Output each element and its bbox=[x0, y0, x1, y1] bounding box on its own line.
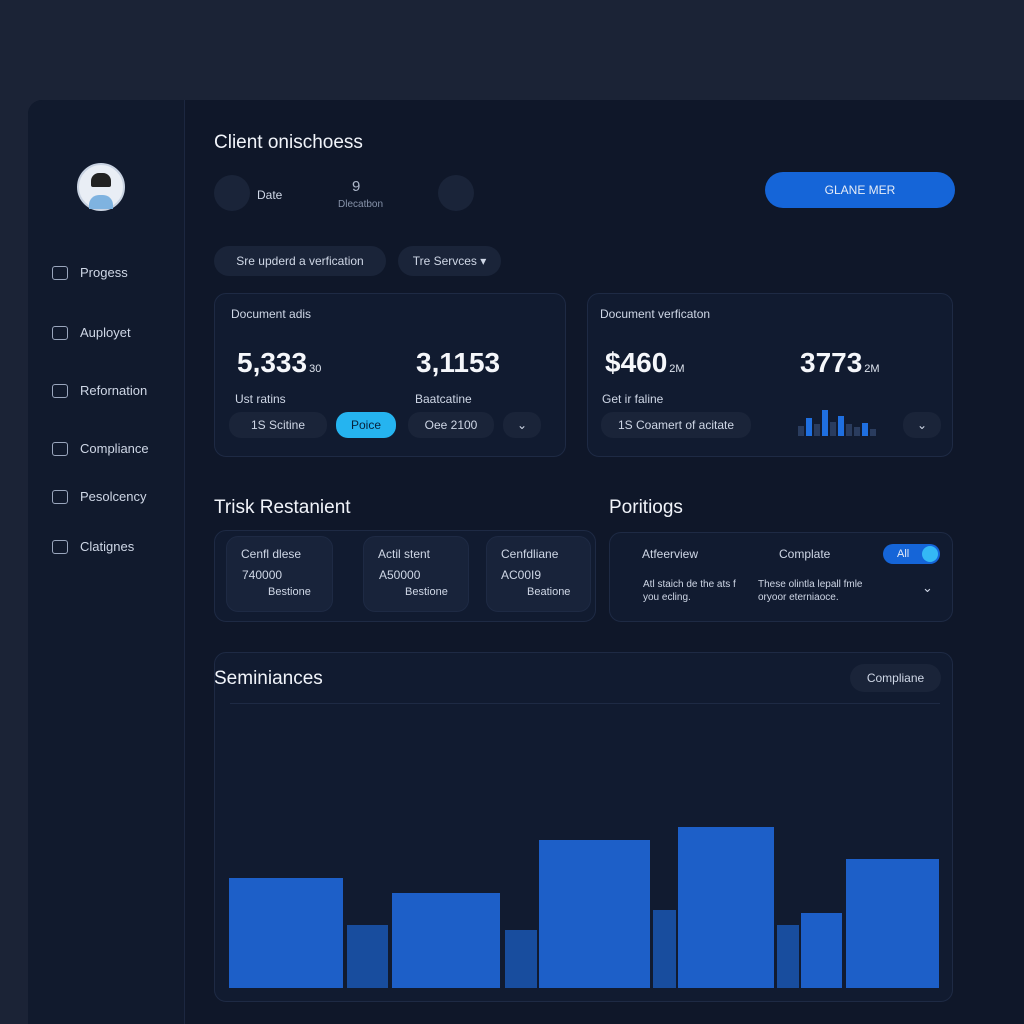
bar bbox=[678, 827, 774, 988]
note: These olintla lepall fmle oryoor eternia… bbox=[758, 579, 863, 603]
spark-bar bbox=[846, 424, 852, 436]
expand-button[interactable]: ⌄ bbox=[903, 412, 941, 438]
bar bbox=[505, 930, 537, 988]
bar bbox=[801, 913, 842, 988]
primary-button[interactable]: GLANE MER bbox=[765, 172, 955, 208]
nav-item[interactable]: Clatignes bbox=[52, 539, 134, 554]
chevron[interactable]: ⌄ bbox=[922, 580, 933, 595]
stat-suffix: 30 bbox=[309, 363, 322, 375]
risk-title: Cenfdliane bbox=[501, 547, 559, 561]
spark-bar bbox=[798, 426, 804, 436]
stat-suffix: 2M bbox=[669, 363, 685, 375]
nav-label: Clatignes bbox=[80, 539, 135, 554]
risk-tag: Bestione bbox=[405, 586, 448, 598]
stat-value: 5,333 bbox=[237, 347, 308, 378]
nav-item[interactable]: Progess bbox=[52, 265, 128, 280]
bar bbox=[347, 925, 388, 988]
nav-icon bbox=[52, 325, 68, 340]
stat-label: Baatcatine bbox=[415, 392, 472, 406]
chip[interactable]: 1S Coamert of acitate bbox=[601, 412, 751, 438]
stat-value: 3773 bbox=[800, 347, 863, 378]
date-icon bbox=[214, 175, 250, 211]
bar bbox=[539, 840, 650, 988]
nav-label: Compliance bbox=[80, 441, 149, 456]
stat-label: Get ir faline bbox=[602, 392, 664, 406]
toggle[interactable]: All bbox=[883, 544, 940, 564]
stat-value: $460 bbox=[605, 347, 668, 378]
bar bbox=[392, 893, 500, 988]
filter-label: Tre Servces bbox=[412, 254, 477, 268]
risk-card bbox=[226, 536, 333, 612]
avatar-hair bbox=[91, 173, 111, 187]
risk-title: Cenfl dlese bbox=[241, 547, 302, 561]
avatar bbox=[77, 163, 125, 211]
section-title: Trisk Restanient bbox=[214, 497, 351, 518]
spark-bar bbox=[830, 422, 836, 436]
page-title: Client onischoess bbox=[214, 132, 363, 153]
nav-item[interactable]: Pesolcency bbox=[52, 489, 146, 504]
card-title: Document adis bbox=[231, 307, 312, 321]
tab[interactable]: Complate bbox=[779, 547, 831, 561]
risk-value: 740000 bbox=[242, 568, 283, 582]
spark-bar bbox=[822, 410, 828, 436]
filter-dropdown[interactable]: Tre Servces ▾ bbox=[398, 246, 501, 276]
filter-chip[interactable]: Compliane bbox=[850, 664, 941, 692]
risk-value: A50000 bbox=[379, 568, 421, 582]
risk-title: Actil stent bbox=[378, 547, 431, 561]
nav-icon bbox=[52, 489, 68, 504]
risk-tag: Bestione bbox=[268, 586, 311, 598]
nav-icon bbox=[52, 441, 68, 456]
nav-label: Auployet bbox=[80, 325, 131, 340]
spark-bar bbox=[854, 427, 860, 436]
chip[interactable]: Oee 2100 bbox=[408, 412, 494, 438]
section-title: Seminiances bbox=[214, 668, 323, 689]
toggle-knob bbox=[922, 546, 938, 562]
toggle-label: All bbox=[897, 548, 910, 560]
chip[interactable]: 1S Scitine bbox=[229, 412, 327, 438]
spark-bar bbox=[814, 424, 820, 436]
nav-item[interactable]: Refornation bbox=[52, 383, 147, 398]
risk-card bbox=[486, 536, 591, 612]
spark-bar bbox=[862, 423, 868, 436]
nav-label: Pesolcency bbox=[80, 489, 147, 504]
divider bbox=[230, 703, 940, 704]
nav-icon bbox=[52, 539, 68, 554]
filter-chip[interactable]: Sre upderd a verfication bbox=[214, 246, 386, 276]
note: Atl staich de the ats f you ecling. bbox=[643, 579, 736, 603]
nav-label: Progess bbox=[80, 265, 128, 280]
avatar-body bbox=[89, 195, 113, 209]
bar bbox=[777, 925, 799, 988]
risk-tag: Beatione bbox=[527, 586, 571, 598]
nav-icon bbox=[52, 383, 68, 398]
spark-bar bbox=[806, 418, 812, 436]
sidebar bbox=[28, 100, 185, 1024]
nav-item[interactable]: Auployet bbox=[52, 325, 131, 340]
bar bbox=[229, 878, 343, 988]
risk-card bbox=[363, 536, 469, 612]
section-title: Poritiogs bbox=[609, 497, 683, 518]
expand-button[interactable]: ⌄ bbox=[503, 412, 541, 438]
nav-icon bbox=[52, 265, 68, 280]
date-label: Date bbox=[257, 188, 283, 202]
tab[interactable]: Atfeerview bbox=[642, 547, 699, 561]
count-label: Dlecatbon bbox=[338, 199, 384, 210]
nav-label: Refornation bbox=[80, 383, 148, 398]
settings-icon[interactable] bbox=[438, 175, 474, 211]
spark-bar bbox=[870, 429, 876, 436]
bar bbox=[653, 910, 676, 988]
card-title: Document verficaton bbox=[600, 307, 711, 321]
stat-value: 3,1153 bbox=[416, 347, 501, 378]
spark-bar bbox=[838, 416, 844, 436]
stat-label: Ust ratins bbox=[235, 392, 286, 406]
risk-value: AC00I9 bbox=[501, 568, 542, 582]
nav-item[interactable]: Compliance bbox=[52, 441, 149, 456]
bar bbox=[846, 859, 939, 988]
stat-suffix: 2M bbox=[864, 363, 880, 375]
count: 9 bbox=[352, 178, 361, 195]
chip-active[interactable]: Poice bbox=[336, 412, 396, 438]
sparkline bbox=[798, 408, 890, 436]
